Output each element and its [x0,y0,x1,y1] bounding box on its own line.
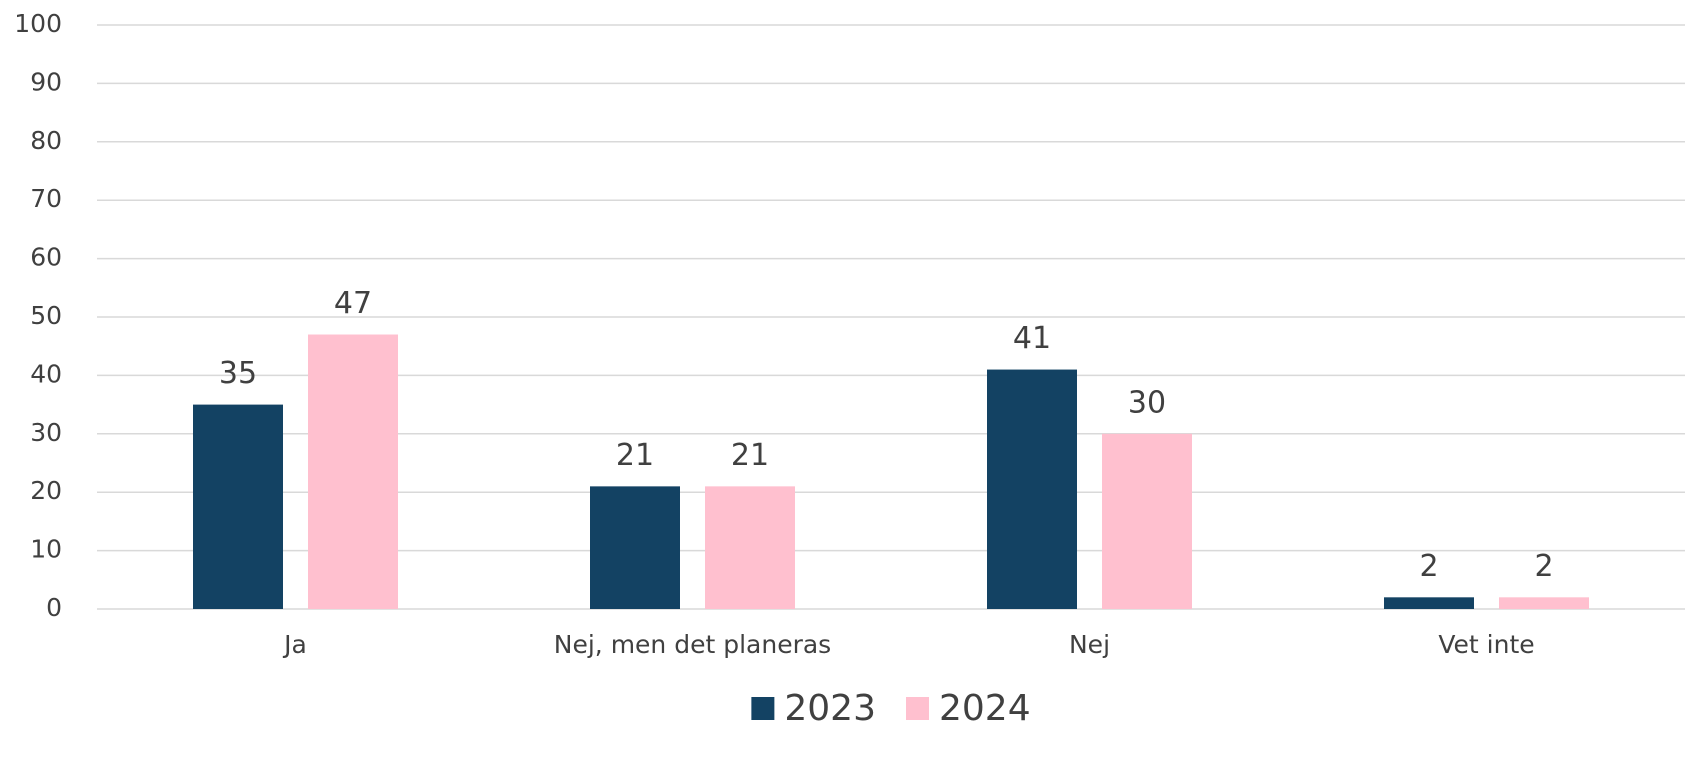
data-label: 35 [219,356,257,391]
data-label: 21 [731,438,769,473]
bar [1499,597,1589,609]
y-tick-label: 100 [14,9,62,38]
y-tick-label: 20 [30,476,62,505]
y-tick-label: 10 [30,535,62,564]
data-label: 30 [1128,385,1166,420]
legend-swatch [751,697,775,720]
legend-label: 2024 [939,688,1031,729]
y-tick-label: 80 [30,126,62,155]
data-label: 21 [616,438,654,473]
y-tick-label: 50 [30,301,62,330]
data-label: 47 [334,286,372,321]
y-tick-label: 30 [30,418,62,447]
x-tick-label: Ja [282,630,307,659]
y-tick-label: 0 [46,593,62,622]
y-tick-label: 90 [30,67,62,96]
data-label: 41 [1013,321,1051,356]
legend-label: 2023 [784,688,876,729]
y-tick-label: 60 [30,243,62,272]
y-tick-label: 70 [30,184,62,213]
bar [1102,433,1192,609]
bar [193,404,283,609]
bar [590,486,680,609]
legend-swatch [906,697,929,720]
bar [308,334,398,609]
data-label: 2 [1419,549,1438,584]
y-tick-label: 40 [30,359,62,388]
x-tick-label: Nej, men det planeras [554,630,831,659]
bar [1384,597,1474,609]
bar [987,369,1077,609]
x-tick-label: Nej [1069,630,1110,659]
data-label: 2 [1534,549,1553,584]
bar [705,486,795,609]
x-tick-label: Vet inte [1438,630,1534,659]
